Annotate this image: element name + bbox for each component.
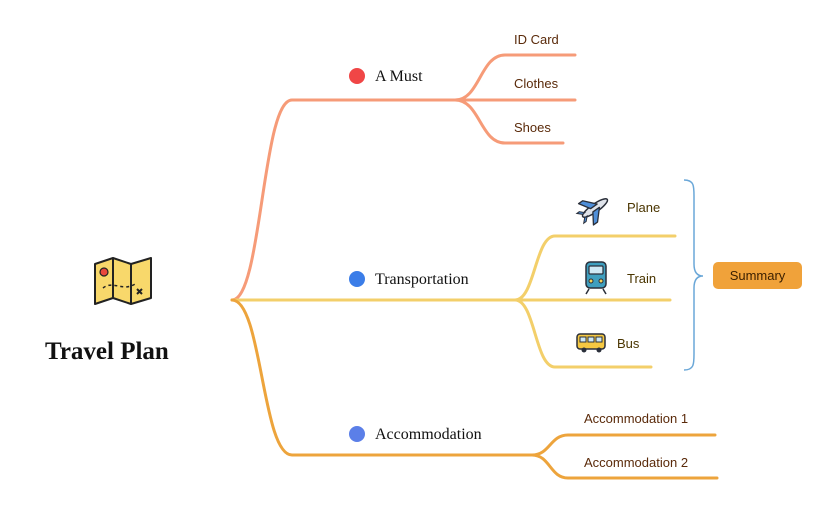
- node-accommodation-1[interactable]: Accommodation 1: [584, 411, 688, 426]
- branch-label-a-must[interactable]: A Must: [375, 68, 423, 85]
- node-shoes[interactable]: Shoes: [514, 120, 551, 135]
- node-clothes[interactable]: Clothes: [514, 76, 559, 91]
- branch-transportation-lines: [230, 234, 677, 369]
- summary-node[interactable]: Summary: [713, 262, 802, 289]
- branch-label-accommodation[interactable]: Accommodation: [375, 426, 482, 443]
- node-plane[interactable]: Plane: [627, 200, 660, 215]
- dot-a-must: [349, 68, 365, 84]
- node-accommodation-2[interactable]: Accommodation 2: [584, 455, 688, 470]
- map-icon: [94, 257, 152, 305]
- dot-transportation: [349, 271, 365, 287]
- node-id-card[interactable]: ID Card: [514, 32, 559, 47]
- dot-accommodation: [349, 426, 365, 442]
- node-bus[interactable]: Bus: [617, 336, 640, 351]
- bus-icon: [576, 333, 606, 353]
- plane-icon: [575, 198, 609, 226]
- summary-bracket: [683, 179, 704, 371]
- node-train[interactable]: Train: [627, 271, 656, 286]
- branch-a-must-lines: [230, 53, 577, 302]
- branch-label-transportation[interactable]: Transportation: [375, 271, 469, 288]
- branch-accommodation-lines: [230, 298, 719, 480]
- root-title: Travel Plan: [45, 338, 169, 365]
- train-icon: [585, 261, 607, 295]
